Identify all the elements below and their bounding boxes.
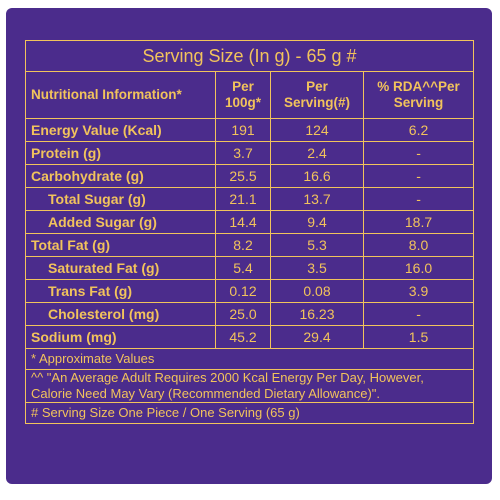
nutrient-row: Saturated Fat (g) 5.4 3.5 16.0 [25,256,475,280]
nutrient-row: Trans Fat (g) 0.12 0.08 3.9 [25,279,475,303]
nutrient-value: 14.4 [215,210,271,234]
nutrient-row: Total Fat (g) 8.2 5.3 8.0 [25,233,475,257]
footnote: # Serving Size One Piece / One Serving (… [24,402,475,424]
nutrient-value: 5.3 [270,233,364,257]
nutrient-name: Added Sugar (g) [25,210,216,234]
nutrient-value: 13.7 [270,187,364,211]
table-title: Serving Size (In g) - 65 g # [24,40,475,72]
header-cell: % RDA^^Per Serving [362,71,475,119]
title-row: Serving Size (In g) - 65 g # [24,40,475,72]
nutrient-row: Carbohydrate (g) 25.5 16.6- [25,164,475,188]
footnote: * Approximate Values [24,348,475,370]
nutrition-table: Serving Size (In g) - 65 g # Nutritional… [24,40,475,424]
nutrient-value: - [362,164,475,188]
nutrient-value: 5.4 [215,256,271,280]
nutrient-row: Energy Value (Kcal) 191 124 6.2 [25,118,475,142]
nutrient-value: 25.0 [215,302,271,326]
nutrient-value: 16.0 [362,256,475,280]
footnote-row: # Serving Size One Piece / One Serving (… [24,402,475,424]
nutrient-value: - [362,141,475,165]
nutrient-value: 1.5 [362,325,475,349]
nutrient-name: Sodium (mg) [25,325,216,349]
nutrient-row: Added Sugar (g) 14.4 9.4 18.7 [25,210,475,234]
nutrient-name: Protein (g) [25,141,216,165]
nutrient-value: 3.7 [215,141,271,165]
nutrient-value: 16.6 [270,164,364,188]
nutrient-name: Trans Fat (g) [25,279,216,303]
footnote-row: * Approximate Values [24,348,475,370]
nutrient-value: 0.12 [215,279,271,303]
header-cell: Nutritional Information* [25,71,216,119]
nutrient-value: 3.5 [270,256,364,280]
nutrient-value: 6.2 [362,118,475,142]
nutrient-value: 191 [215,118,271,142]
nutrient-row: Total Sugar (g) 21.1 13.7- [25,187,475,211]
label-panel: Serving Size (In g) - 65 g # Nutritional… [6,8,492,484]
nutrient-value: 8.2 [215,233,271,257]
footnote: ^^ "An Average Adult Requires 2000 Kcal … [24,369,475,403]
nutrient-value: 18.7 [362,210,475,234]
nutrient-name: Energy Value (Kcal) [25,118,216,142]
nutrient-name: Total Sugar (g) [25,187,216,211]
nutrient-value: 29.4 [270,325,364,349]
nutrient-value: - [362,187,475,211]
nutrient-value: 124 [270,118,364,142]
nutrient-value: - [362,302,475,326]
nutrient-value: 25.5 [215,164,271,188]
nutrient-value: 45.2 [215,325,271,349]
nutrient-value: 16.23 [270,302,364,326]
header-cell: Per Serving(#) [270,71,364,119]
nutrient-value: 21.1 [215,187,271,211]
nutrient-value: 2.4 [270,141,364,165]
nutrient-name: Cholesterol (mg) [25,302,216,326]
nutrient-value: 0.08 [270,279,364,303]
table-body: Serving Size (In g) - 65 g # Nutritional… [24,40,475,424]
header-cell: Per 100g* [215,71,271,119]
nutrient-name: Total Fat (g) [25,233,216,257]
nutrient-row: Protein (g) 3.7 2.4- [25,141,475,165]
nutrient-row: Cholesterol (mg) 25.0 16.23- [25,302,475,326]
header-row: Nutritional Information* Per 100g* Per S… [25,71,475,119]
nutrient-name: Saturated Fat (g) [25,256,216,280]
footnote-row: ^^ "An Average Adult Requires 2000 Kcal … [24,369,475,403]
nutrient-value: 8.0 [362,233,475,257]
nutrient-value: 3.9 [362,279,475,303]
nutrient-value: 9.4 [270,210,364,234]
nutrient-row: Sodium (mg) 45.2 29.4 1.5 [25,325,475,349]
nutrient-name: Carbohydrate (g) [25,164,216,188]
